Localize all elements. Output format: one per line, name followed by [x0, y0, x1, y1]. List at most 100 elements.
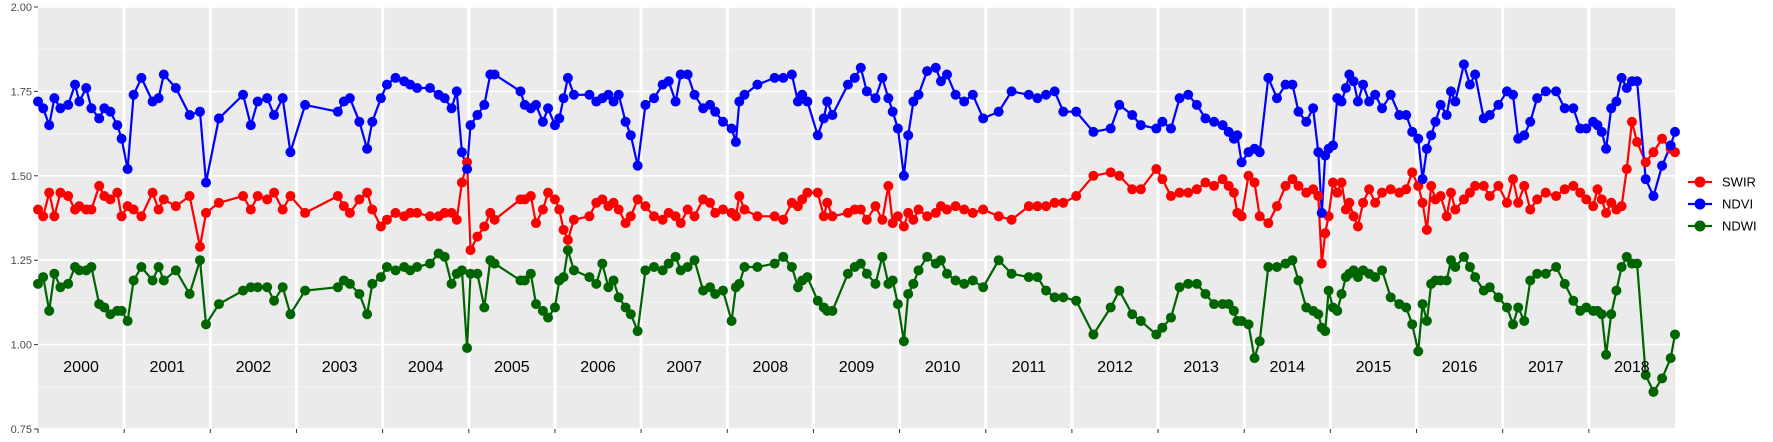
- data-point-ndvi: [1632, 76, 1643, 87]
- data-point-swir: [1540, 187, 1551, 198]
- data-point-ndvi: [935, 76, 946, 87]
- data-point-swir: [55, 187, 66, 198]
- data-point-ndwi: [55, 282, 66, 293]
- data-point-swir: [1458, 194, 1469, 205]
- legend: SWIR NDVI NDWI: [1688, 175, 1757, 234]
- data-point-swir: [1525, 204, 1536, 215]
- data-point-swir: [898, 221, 909, 232]
- data-point-ndvi: [74, 96, 85, 107]
- data-point-ndwi: [344, 278, 355, 289]
- data-point-ndvi: [530, 99, 541, 110]
- data-point-ndwi: [802, 272, 813, 283]
- data-point-ndwi: [465, 268, 476, 279]
- data-point-swir: [44, 187, 55, 198]
- data-point-swir: [549, 194, 560, 205]
- data-point-swir: [1316, 258, 1327, 269]
- data-point-ndwi: [1293, 275, 1304, 286]
- data-point-swir: [717, 204, 728, 215]
- data-point-ndvi: [439, 93, 450, 104]
- data-point-swir: [1493, 180, 1504, 191]
- data-point-ndvi: [1287, 79, 1298, 90]
- data-point-ndvi: [194, 106, 205, 117]
- data-point-ndvi: [1105, 123, 1116, 134]
- data-point-swir: [1049, 197, 1060, 208]
- data-point-ndvi: [922, 66, 933, 77]
- data-point-ndvi: [1450, 96, 1461, 107]
- data-point-ndwi: [1287, 255, 1298, 266]
- data-point-ndwi: [877, 251, 888, 262]
- data-point-ndvi: [812, 130, 823, 141]
- data-point-ndwi: [184, 288, 195, 299]
- data-point-ndwi: [922, 251, 933, 262]
- data-point-swir: [170, 201, 181, 212]
- data-point-swir: [797, 194, 808, 205]
- data-point-swir: [908, 214, 919, 225]
- data-point-swir: [245, 204, 256, 215]
- data-point-ndwi: [1023, 272, 1034, 283]
- data-point-ndvi: [1071, 106, 1082, 117]
- data-point-swir: [1151, 164, 1162, 175]
- data-point-ndwi: [752, 261, 763, 272]
- data-point-ndwi: [213, 299, 224, 310]
- data-point-ndwi: [116, 305, 127, 316]
- data-point-swir: [967, 207, 978, 218]
- data-point-swir: [1621, 164, 1632, 175]
- y-tick-label: 1.00: [11, 340, 32, 352]
- data-point-swir: [1135, 184, 1146, 195]
- data-point-ndwi: [479, 302, 490, 313]
- data-point-swir: [38, 211, 49, 222]
- data-point-ndwi: [903, 288, 914, 299]
- data-point-ndwi: [462, 342, 473, 353]
- data-point-ndwi: [892, 299, 903, 310]
- data-point-swir: [903, 207, 914, 218]
- data-point-ndwi: [1621, 251, 1632, 262]
- data-point-ndwi: [549, 302, 560, 313]
- data-point-swir: [1254, 211, 1265, 222]
- data-point-ndvi: [515, 86, 526, 97]
- legend-label-ndwi: NDWI: [1722, 219, 1757, 234]
- data-point-ndvi: [903, 130, 914, 141]
- data-point-ndvi: [1464, 79, 1475, 90]
- grid-minor: [38, 48, 1675, 388]
- data-point-swir: [1071, 191, 1082, 202]
- data-point-ndvi: [1236, 157, 1247, 168]
- data-point-ndwi: [1450, 261, 1461, 272]
- data-point-ndwi: [519, 275, 530, 286]
- data-point-ndwi: [861, 268, 872, 279]
- data-point-ndvi: [128, 89, 139, 100]
- y-tick-label: 0.75: [11, 424, 32, 436]
- data-point-swir: [1336, 177, 1347, 188]
- data-point-swir: [390, 207, 401, 218]
- data-point-swir: [1271, 201, 1282, 212]
- data-point-ndvi: [472, 110, 483, 121]
- data-point-ndvi: [625, 130, 636, 141]
- data-point-swir: [855, 204, 866, 215]
- data-point-ndwi: [1525, 275, 1536, 286]
- data-point-ndvi: [898, 170, 909, 181]
- data-point-swir: [543, 187, 554, 198]
- data-point-ndvi: [1370, 89, 1381, 100]
- data-point-ndwi: [362, 309, 373, 320]
- data-point-swir: [1127, 184, 1138, 195]
- data-point-ndvi: [122, 164, 133, 175]
- data-point-swir: [1441, 211, 1452, 222]
- year-label: 2009: [839, 359, 875, 376]
- data-point-ndvi: [1135, 120, 1146, 131]
- data-point-ndvi: [1601, 143, 1612, 154]
- data-point-ndvi: [705, 99, 716, 110]
- data-point-ndvi: [1394, 110, 1405, 121]
- data-point-ndwi: [670, 251, 681, 262]
- data-point-swir: [632, 194, 643, 205]
- data-point-ndvi: [682, 69, 693, 80]
- data-point-swir: [63, 191, 74, 202]
- data-point-ndwi: [63, 278, 74, 289]
- data-point-ndwi: [33, 278, 43, 289]
- data-point-swir: [105, 194, 116, 205]
- data-point-ndwi: [1470, 272, 1481, 283]
- data-point-ndvi: [1340, 83, 1351, 94]
- data-point-ndvi: [734, 96, 745, 107]
- data-point-ndwi: [562, 245, 573, 256]
- data-point-swir: [1626, 116, 1637, 127]
- data-point-ndwi: [812, 295, 823, 306]
- data-point-swir: [1551, 191, 1562, 202]
